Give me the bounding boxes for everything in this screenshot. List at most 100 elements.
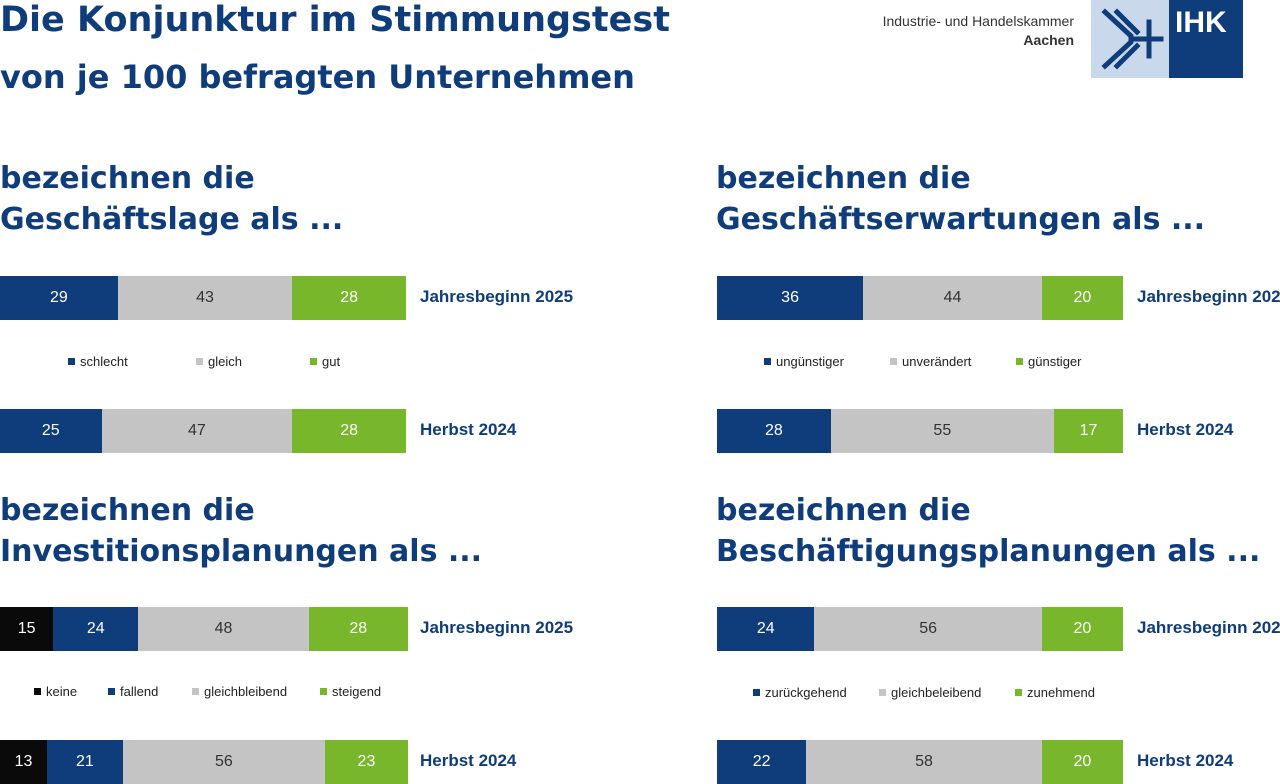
- chart-investitionsplanungen-als-segment-keine-herbst-2024: 13: [0, 740, 47, 784]
- chart-besch-ftigungsplanungen-als-category-label-jahresbeginn-2025: Jahresbeginn 2025: [1137, 618, 1280, 637]
- chart-gesch-ftslage-als-heading-line2: Geschäftslage als ...: [0, 202, 344, 237]
- chart-investitionsplanungen-als-legend-keine: keine: [34, 684, 77, 699]
- chart-besch-ftigungsplanungen-als-legend-gleichbeleibend: gleichbeleibend: [879, 685, 981, 700]
- chart-besch-ftigungsplanungen-als-heading-line2: Beschäftigungsplanungen als ...: [716, 534, 1261, 569]
- chart-gesch-ftserwartungen-als-segment-unver-ndert-herbst-2024: 55: [830, 409, 1054, 453]
- chart-gesch-ftserwartungen-als-legend-unver-ndert: unverändert: [890, 354, 971, 369]
- chart-investitionsplanungen-als-segment-gleichbleibend-herbst-2024: 56: [122, 740, 325, 784]
- legend-swatch-icon: [890, 358, 897, 365]
- chart-gesch-ftslage-als-bar-herbst-2024: 25 47 28: [0, 409, 406, 453]
- chart-gesch-ftserwartungen-als-segment-g-nstiger-jahresbeginn-2025: 20: [1041, 276, 1123, 320]
- chart-gesch-ftslage-als-heading-line1: bezeichnen die: [0, 161, 255, 196]
- chart-besch-ftigungsplanungen-als-bar-jahresbeginn-2025: 24 56 20: [717, 607, 1123, 651]
- chart-besch-ftigungsplanungen-als-legend-zunehmend: zunehmend: [1015, 685, 1095, 700]
- chart-gesch-ftserwartungen-als-category-label-herbst-2024: Herbst 2024: [1137, 420, 1234, 439]
- chart-investitionsplanungen-als-heading-line1: bezeichnen die: [0, 493, 255, 528]
- legend-label: zurückgehend: [765, 685, 847, 700]
- org-name-line1: Industrie- und Handelskammer: [882, 13, 1074, 29]
- chart-investitionsplanungen-als-heading: bezeichnen die Investitionsplanungen als …: [0, 490, 482, 572]
- chart-investitionsplanungen-als-category-label-jahresbeginn-2025: Jahresbeginn 2025: [420, 618, 574, 637]
- ihk-logo: IHK: [1091, 0, 1243, 78]
- chart-gesch-ftserwartungen-als-segment-g-nstiger-herbst-2024: 17: [1053, 409, 1123, 453]
- chart-gesch-ftslage-als-segment-gut-herbst-2024: 28: [292, 409, 406, 453]
- chart-gesch-ftserwartungen-als-heading: bezeichnen die Geschäftserwartungen als .…: [716, 158, 1205, 240]
- legend-label: gleichbleibend: [204, 684, 288, 699]
- chart-besch-ftigungsplanungen-als-heading-line1: bezeichnen die: [716, 493, 971, 528]
- legend-label: steigend: [332, 684, 382, 699]
- legend-label: fallend: [120, 684, 159, 699]
- org-name-line2: Aachen: [1023, 32, 1074, 48]
- chart-besch-ftigungsplanungen-als-segment-gleichbeleibend-herbst-2024: 58: [806, 740, 1042, 784]
- chart-besch-ftigungsplanungen-als-legend-zur-ckgehend: zurückgehend: [753, 685, 847, 700]
- chart-gesch-ftserwartungen-als-legend-ung-nstiger: ungünstiger: [764, 354, 844, 369]
- chart-gesch-ftserwartungen-als-heading-line1: bezeichnen die: [716, 161, 971, 196]
- legend-swatch-icon: [196, 358, 203, 365]
- chart-investitionsplanungen-als-segment-fallend-jahresbeginn-2025: 24: [53, 607, 139, 651]
- legend-label: ungünstiger: [776, 354, 844, 369]
- chart-gesch-ftslage-als-legend-gleich: gleich: [196, 354, 242, 369]
- chart-gesch-ftserwartungen-als-segment-unver-ndert-jahresbeginn-2025: 44: [863, 276, 1042, 320]
- chart-investitionsplanungen-als-heading-line2: Investitionsplanungen als ...: [0, 534, 483, 569]
- chart-gesch-ftslage-als-bar-jahresbeginn-2025: 29 43 28: [0, 276, 406, 320]
- legend-swatch-icon: [1015, 689, 1022, 696]
- chart-investitionsplanungen-als-segment-steigend-herbst-2024: 23: [324, 740, 408, 784]
- legend-label: keine: [46, 684, 78, 699]
- chart-investitionsplanungen-als-legend-gleichbleibend: gleichbleibend: [192, 684, 287, 699]
- legend-swatch-icon: [192, 688, 199, 695]
- ihk-logo-text: IHK: [1175, 6, 1227, 39]
- chart-besch-ftigungsplanungen-als-segment-zunehmend-jahresbeginn-2025: 20: [1041, 607, 1123, 651]
- legend-swatch-icon: [34, 688, 41, 695]
- ihk-logo-symbol-panel: [1091, 0, 1169, 78]
- chart-gesch-ftserwartungen-als-bar-herbst-2024: 28 55 17: [717, 409, 1123, 453]
- chart-gesch-ftserwartungen-als-heading-line2: Geschäftserwartungen als ...: [716, 202, 1206, 237]
- chart-besch-ftigungsplanungen-als-category-label-herbst-2024: Herbst 2024: [1137, 751, 1234, 770]
- chart-gesch-ftslage-als-heading: bezeichnen die Geschäftslage als ...: [0, 158, 343, 240]
- chart-besch-ftigungsplanungen-als-segment-zur-ckgehend-jahresbeginn-2025: 24: [717, 607, 815, 651]
- chart-gesch-ftslage-als-category-label-herbst-2024: Herbst 2024: [420, 420, 517, 439]
- legend-label: gleich: [208, 354, 242, 369]
- legend-swatch-icon: [753, 689, 760, 696]
- legend-label: günstiger: [1028, 354, 1082, 369]
- ihk-symbol-icon: [1101, 8, 1164, 70]
- chart-investitionsplanungen-als-category-label-herbst-2024: Herbst 2024: [420, 751, 517, 770]
- legend-label: zunehmend: [1027, 685, 1095, 700]
- chart-investitionsplanungen-als-segment-steigend-jahresbeginn-2025: 28: [308, 607, 408, 651]
- page-subtitle: von je 100 befragten Unternehmen: [0, 58, 635, 96]
- legend-swatch-icon: [320, 688, 327, 695]
- legend-swatch-icon: [310, 358, 317, 365]
- chart-gesch-ftslage-als-legend-schlecht: schlecht: [68, 354, 128, 369]
- legend-label: gut: [322, 354, 341, 369]
- chart-gesch-ftslage-als-category-label-jahresbeginn-2025: Jahresbeginn 2025: [420, 287, 574, 306]
- chart-gesch-ftserwartungen-als-category-label-jahresbeginn-2025: Jahresbeginn 2025: [1137, 287, 1280, 306]
- chart-gesch-ftserwartungen-als-bar-jahresbeginn-2025: 36 44 20: [717, 276, 1123, 320]
- chart-gesch-ftserwartungen-als-legend-g-nstiger: günstiger: [1016, 354, 1081, 369]
- legend-swatch-icon: [1016, 358, 1023, 365]
- chart-investitionsplanungen-als-legend-steigend: steigend: [320, 684, 381, 699]
- chart-besch-ftigungsplanungen-als-segment-gleichbeleibend-jahresbeginn-2025: 56: [814, 607, 1042, 651]
- chart-gesch-ftserwartungen-als-segment-ung-nstiger-herbst-2024: 28: [717, 409, 831, 453]
- chart-gesch-ftslage-als-segment-schlecht-herbst-2024: 25: [0, 409, 102, 453]
- chart-investitionsplanungen-als-segment-keine-jahresbeginn-2025: 15: [0, 607, 54, 651]
- chart-investitionsplanungen-als-segment-gleichbleibend-jahresbeginn-2025: 48: [138, 607, 309, 651]
- chart-gesch-ftslage-als-segment-gleich-herbst-2024: 47: [101, 409, 293, 453]
- legend-swatch-icon: [764, 358, 771, 365]
- chart-gesch-ftserwartungen-als-segment-ung-nstiger-jahresbeginn-2025: 36: [717, 276, 864, 320]
- legend-label: gleichbeleibend: [891, 685, 982, 700]
- chart-besch-ftigungsplanungen-als-heading: bezeichnen die Beschäftigungsplanungen al…: [716, 490, 1260, 572]
- chart-besch-ftigungsplanungen-als-bar-herbst-2024: 22 58 20: [717, 740, 1123, 784]
- legend-swatch-icon: [108, 688, 115, 695]
- chart-besch-ftigungsplanungen-als-segment-zur-ckgehend-herbst-2024: 22: [717, 740, 807, 784]
- chart-investitionsplanungen-als-bar-herbst-2024: 13 21 56 23: [0, 740, 408, 784]
- legend-swatch-icon: [68, 358, 75, 365]
- chart-besch-ftigungsplanungen-als-segment-zunehmend-herbst-2024: 20: [1041, 740, 1123, 784]
- chart-gesch-ftslage-als-segment-gleich-jahresbeginn-2025: 43: [117, 276, 293, 320]
- chart-investitionsplanungen-als-segment-fallend-herbst-2024: 21: [46, 740, 123, 784]
- chart-gesch-ftslage-als-segment-gut-jahresbeginn-2025: 28: [292, 276, 406, 320]
- org-name: Industrie- und Handelskammer Aachen: [883, 12, 1074, 50]
- chart-investitionsplanungen-als-legend-fallend: fallend: [108, 684, 158, 699]
- chart-gesch-ftslage-als-legend-gut: gut: [310, 354, 340, 369]
- legend-label: schlecht: [80, 354, 128, 369]
- legend-swatch-icon: [879, 689, 886, 696]
- legend-label: unverändert: [902, 354, 972, 369]
- page-title: Die Konjunktur im Stimmungstest: [0, 0, 670, 40]
